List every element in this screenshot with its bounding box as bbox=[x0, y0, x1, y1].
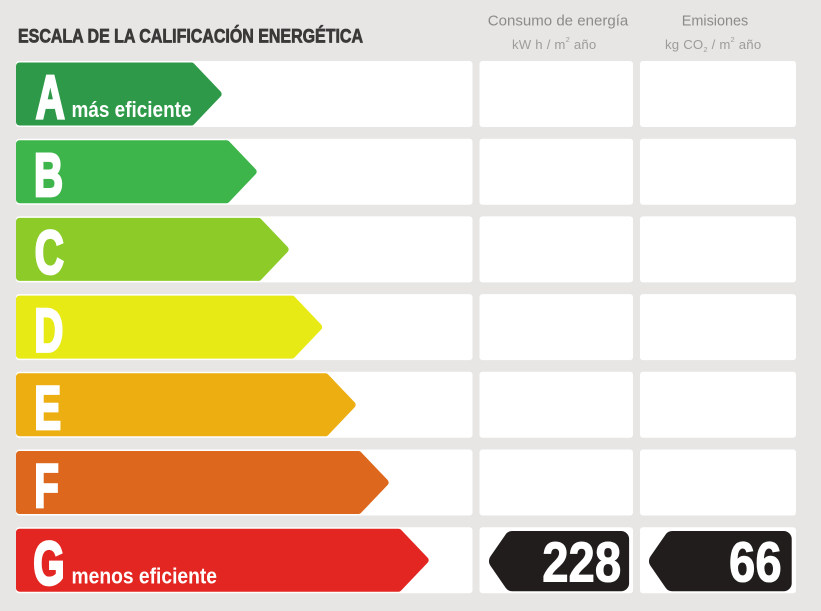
svg-text:ESCALA DE LA CALIFICACIÓN ENER: ESCALA DE LA CALIFICACIÓN ENERGÉTICA bbox=[18, 24, 363, 48]
svg-text:B: B bbox=[34, 141, 63, 209]
svg-text:E: E bbox=[34, 374, 61, 442]
svg-text:Emisiones: Emisiones bbox=[682, 12, 749, 29]
svg-text:más eficiente: más eficiente bbox=[72, 97, 192, 122]
svg-text:D: D bbox=[34, 296, 63, 364]
svg-text:C: C bbox=[35, 218, 64, 286]
svg-text:228: 228 bbox=[542, 532, 621, 595]
svg-text:66: 66 bbox=[729, 532, 782, 595]
svg-text:F: F bbox=[34, 451, 59, 519]
svg-text:menos eficiente: menos eficiente bbox=[72, 563, 218, 588]
svg-text:A: A bbox=[36, 63, 65, 131]
svg-text:kW h / m2 año: kW h / m2 año bbox=[512, 35, 596, 52]
svg-text:G: G bbox=[33, 529, 64, 597]
svg-text:kg CO2 / m2 año: kg CO2 / m2 año bbox=[665, 35, 761, 54]
svg-text:Consumo de energía: Consumo de energía bbox=[488, 12, 629, 29]
